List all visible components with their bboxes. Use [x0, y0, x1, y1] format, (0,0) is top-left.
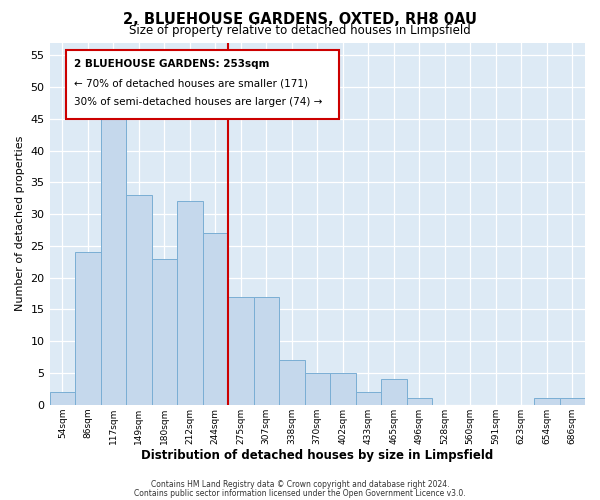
Text: 2, BLUEHOUSE GARDENS, OXTED, RH8 0AU: 2, BLUEHOUSE GARDENS, OXTED, RH8 0AU: [123, 12, 477, 28]
Bar: [75, 252, 101, 405]
Bar: [254, 296, 279, 405]
Bar: [101, 112, 126, 405]
Bar: [407, 398, 432, 405]
Text: 2 BLUEHOUSE GARDENS: 253sqm: 2 BLUEHOUSE GARDENS: 253sqm: [74, 59, 269, 69]
Bar: [152, 258, 177, 405]
Bar: [228, 296, 254, 405]
Bar: [305, 373, 330, 405]
Bar: [356, 392, 381, 405]
Bar: [203, 233, 228, 405]
Bar: [381, 380, 407, 405]
Y-axis label: Number of detached properties: Number of detached properties: [15, 136, 25, 312]
Bar: [50, 392, 75, 405]
Bar: [534, 398, 560, 405]
Bar: [279, 360, 305, 405]
Bar: [330, 373, 356, 405]
Text: Contains HM Land Registry data © Crown copyright and database right 2024.: Contains HM Land Registry data © Crown c…: [151, 480, 449, 489]
Bar: [560, 398, 585, 405]
Text: 30% of semi-detached houses are larger (74) →: 30% of semi-detached houses are larger (…: [74, 97, 322, 107]
X-axis label: Distribution of detached houses by size in Limpsfield: Distribution of detached houses by size …: [141, 450, 493, 462]
FancyBboxPatch shape: [65, 50, 338, 118]
Text: ← 70% of detached houses are smaller (171): ← 70% of detached houses are smaller (17…: [74, 78, 308, 88]
Text: Contains public sector information licensed under the Open Government Licence v3: Contains public sector information licen…: [134, 488, 466, 498]
Bar: [177, 202, 203, 405]
Bar: [126, 195, 152, 405]
Text: Size of property relative to detached houses in Limpsfield: Size of property relative to detached ho…: [129, 24, 471, 37]
